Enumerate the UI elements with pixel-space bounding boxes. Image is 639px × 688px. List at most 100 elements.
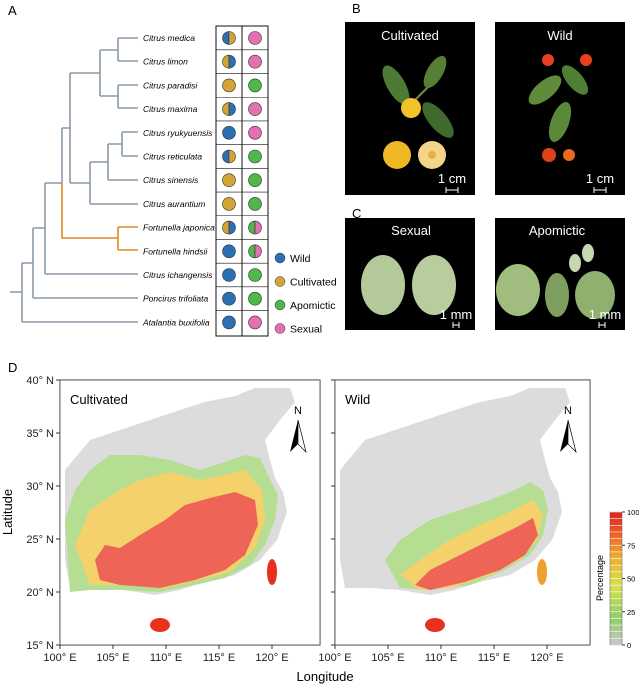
trait-dot [222,291,236,306]
species-label: Citrus ichangensis [143,270,213,280]
trait-dot [228,54,236,69]
species-label: Citrus medica [143,33,195,43]
north-label: N [294,405,302,417]
x-tick-label: 115° E [203,652,235,664]
panel-label: A [8,3,17,18]
x-tick-label: 105° E [96,652,129,664]
trait-dot [248,149,262,164]
trait-dot [228,31,236,45]
y-tick-label: 15° N [26,640,54,652]
trait-dot [228,220,236,235]
y-axis-label: Latitude [0,489,15,535]
trait-dot [248,244,256,259]
trait-dot [228,149,236,164]
colorbar-tick-label: 0 [627,641,631,650]
species-label: Citrus reticulata [143,152,202,162]
panel-label: B [352,1,361,16]
legend-label: Sexual [290,324,322,336]
map: Cultivated N 40° N 35° N 30° N 25° N 20° N 15° … [26,375,321,664]
island [537,559,547,585]
species-label: Citrus maxima [143,104,198,114]
trait-dot [222,54,230,69]
trait-dot [222,220,230,235]
legend-dot [274,276,286,287]
y-tick-label: 25° N [26,534,54,546]
trait-dot [222,102,230,116]
scale-bar [452,322,606,328]
map-texture [60,380,320,645]
legend-label: Cultivated [290,277,337,289]
colorbar-tick-label: 25 [627,608,635,617]
north-arrow [290,420,298,452]
trait-dot [222,173,236,187]
y-tick-label: 35° N [26,428,54,440]
trait-dot [248,315,262,330]
species-label: Citrus sinensis [143,175,199,185]
panel-label: C [352,206,361,221]
map-title: Wild [345,392,370,407]
species-label: Citrus limon [143,57,188,67]
island [425,618,445,632]
map-title: Cultivated [70,392,128,407]
legend-label: Apomictic [290,300,336,312]
trait-dot [222,244,236,259]
species-label: Atalantia buxifolia [142,317,210,327]
x-tick-label: 100° E [43,652,76,664]
trait-dot [248,268,262,282]
trait-dot [248,31,262,45]
scale-bar [445,187,607,193]
trait-dot [222,126,236,140]
north-arrow [560,420,568,452]
legend-dot [274,299,286,311]
trait-dot [254,220,262,235]
y-tick-label: 40° N [26,375,54,387]
colorbar-tick-label: 50 [627,575,635,584]
colorbar-label: Percentage [595,555,605,601]
scale-bar-label: 1 mm [589,307,622,322]
island [150,618,170,632]
legend-dot [274,323,286,334]
x-tick-label: 120° E [530,652,563,664]
trait-dot [248,173,262,187]
scale-bar-label: 1 mm [440,307,473,322]
species-label: Citrus paradisi [143,80,198,90]
north-label: N [564,405,572,417]
north-arrow [297,419,307,454]
photo-title: Apomictic [529,223,586,238]
trait-dot [254,244,262,259]
trait-dot [248,54,262,69]
trait-dot [248,197,262,211]
y-tick-label: 20° N [26,587,54,599]
trait-dot [222,149,230,164]
seed-illustration [361,244,615,319]
scale-bar-label: 1 cm [586,171,614,186]
photo-title: Wild [547,28,572,43]
map-texture [335,380,590,645]
phylogeny [10,37,138,323]
island [267,559,277,585]
trait-dot [222,78,236,93]
map: Wild N 100° E 105° E 110° E 115° E 120° E [318,379,591,664]
colorbar-tick-label: 75 [627,541,635,550]
panel-label: D [8,360,17,375]
x-tick-label: 115° E [478,652,510,664]
trait-dot [228,102,236,116]
scale-bar-label: 1 cm [438,171,466,186]
photo-title: Cultivated [381,28,439,43]
fruit-illustration [382,54,592,169]
trait-dot [248,291,262,306]
species-label: Fortunella hindsii [143,246,208,256]
x-tick-label: 105° E [371,652,404,664]
x-tick-label: 120° E [255,652,288,664]
trait-dot [248,78,262,93]
legend-dot [274,252,286,264]
trait-dot [222,268,236,282]
x-tick-label: 110° E [150,652,182,664]
y-tick-label: 30° N [26,481,54,493]
species-label: Poncirus trifoliata [143,294,208,304]
trait-dot [248,220,256,235]
trait-dot [248,102,262,116]
species-label: Citrus aurantium [143,199,205,209]
x-tick-label: 100° E [318,652,351,664]
